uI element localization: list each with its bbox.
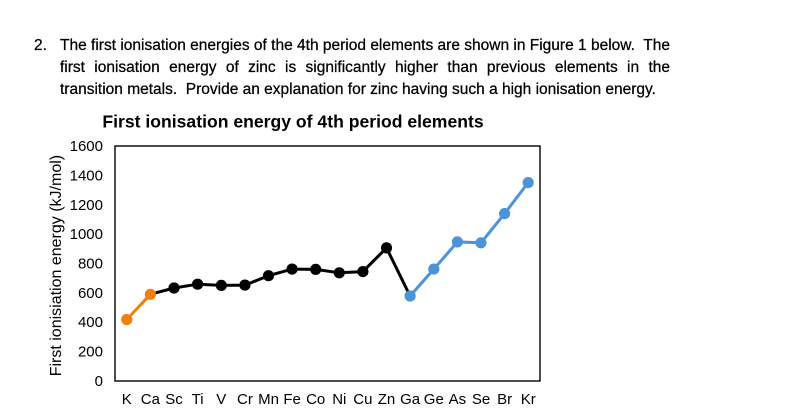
svg-text:800: 800 bbox=[78, 256, 103, 273]
svg-text:Ge: Ge bbox=[424, 391, 444, 408]
svg-text:V: V bbox=[216, 391, 226, 408]
svg-text:Se: Se bbox=[472, 391, 490, 408]
svg-text:First ionisiation energy (kJ/m: First ionisiation energy (kJ/mol) bbox=[48, 155, 65, 376]
svg-text:Ga: Ga bbox=[400, 391, 421, 408]
svg-text:Fe: Fe bbox=[283, 391, 301, 408]
svg-text:400: 400 bbox=[78, 314, 103, 331]
svg-text:Ti: Ti bbox=[192, 391, 204, 408]
svg-text:First ionisation energy of 4th: First ionisation energy of 4th period el… bbox=[102, 112, 483, 132]
svg-text:Mn: Mn bbox=[258, 391, 279, 408]
svg-text:Ni: Ni bbox=[332, 391, 346, 408]
svg-text:Co: Co bbox=[306, 391, 325, 408]
svg-text:As: As bbox=[449, 391, 467, 408]
svg-text:Kr: Kr bbox=[521, 391, 536, 408]
svg-text:1400: 1400 bbox=[70, 167, 103, 184]
svg-text:Ca: Ca bbox=[141, 391, 161, 408]
svg-text:K: K bbox=[122, 391, 132, 408]
svg-text:Zn: Zn bbox=[378, 391, 396, 408]
svg-text:Cr: Cr bbox=[237, 391, 253, 408]
svg-text:Sc: Sc bbox=[165, 391, 183, 408]
svg-text:1200: 1200 bbox=[70, 197, 103, 214]
svg-text:1000: 1000 bbox=[70, 226, 103, 243]
svg-text:1600: 1600 bbox=[70, 138, 103, 155]
svg-text:Cu: Cu bbox=[353, 391, 372, 408]
svg-text:600: 600 bbox=[78, 285, 103, 302]
svg-text:Br: Br bbox=[497, 391, 512, 408]
svg-text:200: 200 bbox=[78, 344, 103, 361]
svg-text:0: 0 bbox=[95, 373, 103, 390]
